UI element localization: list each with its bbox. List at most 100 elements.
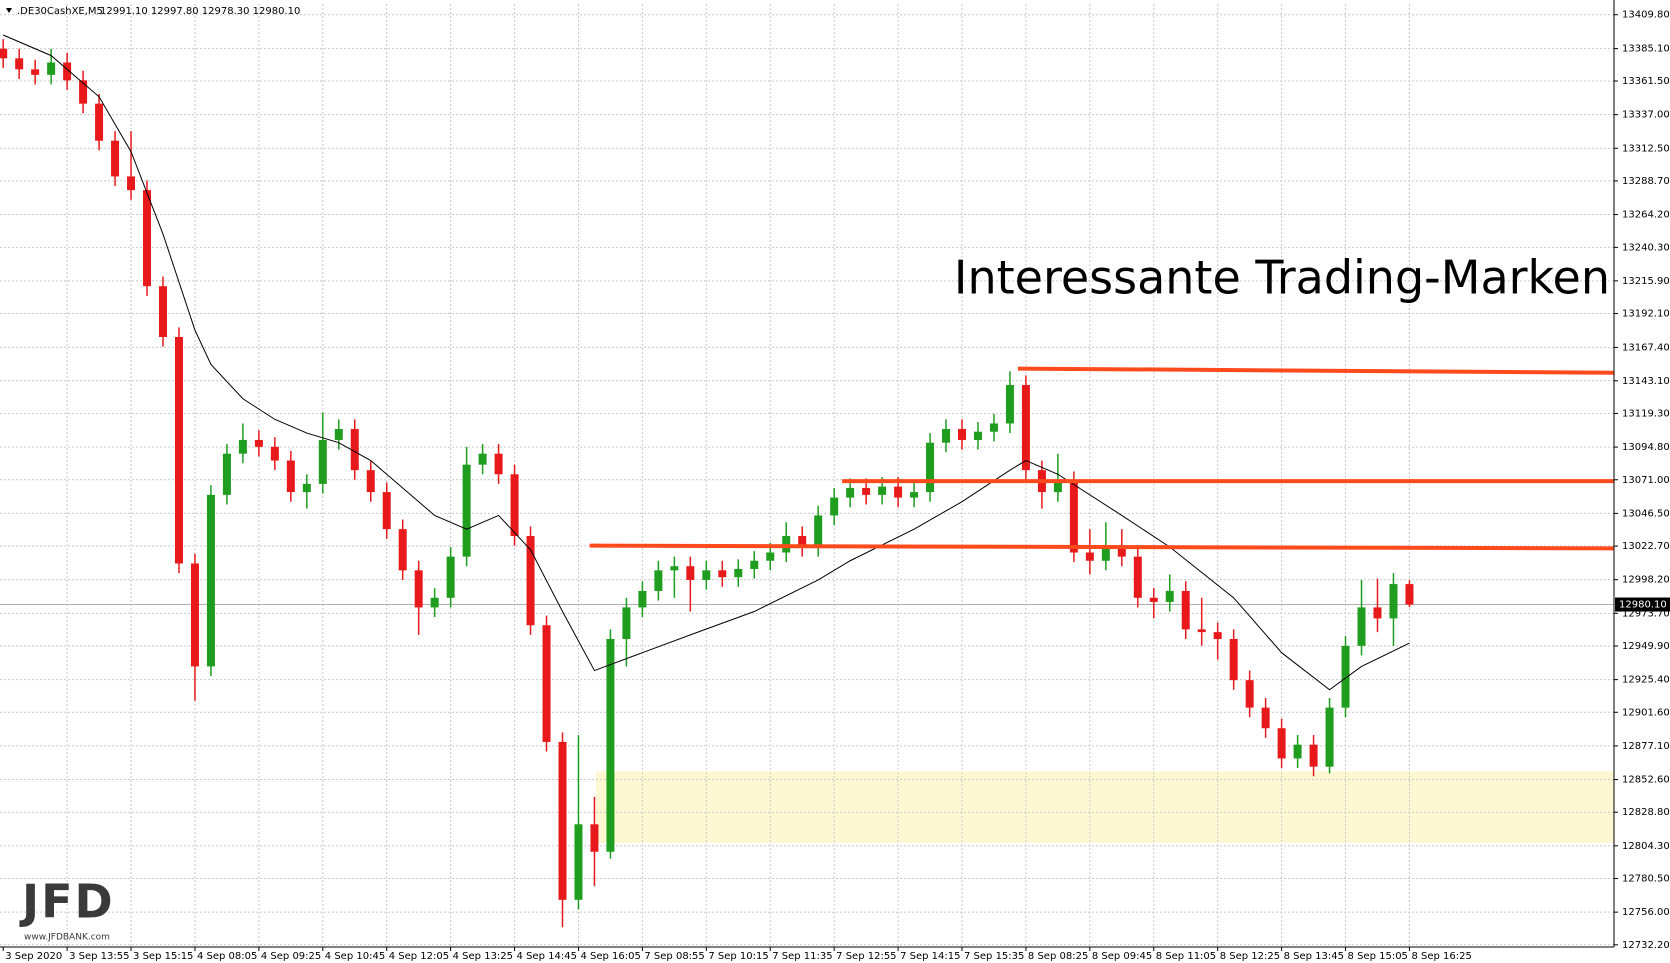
x-tick-label: 8 Sep 08:25 bbox=[1028, 951, 1088, 962]
y-tick-label: 13094.80 bbox=[1622, 442, 1670, 453]
candle-body bbox=[766, 552, 775, 561]
y-tick-label: 12973.70 bbox=[1622, 608, 1670, 619]
y-tick-label: 13071.00 bbox=[1622, 475, 1670, 486]
y-tick-label: 13385.10 bbox=[1622, 44, 1670, 55]
level-line bbox=[589, 543, 1615, 551]
x-tick-label: 7 Sep 11:35 bbox=[772, 951, 832, 962]
candle-body bbox=[127, 176, 136, 191]
x-tick-label: 4 Sep 14:45 bbox=[517, 951, 577, 962]
y-tick-label: 12877.10 bbox=[1622, 741, 1670, 752]
candle-body bbox=[270, 446, 279, 461]
y-tick-label: 13361.50 bbox=[1622, 76, 1670, 87]
candle-body bbox=[63, 62, 72, 81]
candle-body bbox=[910, 492, 919, 498]
y-tick-label: 12925.40 bbox=[1622, 675, 1670, 686]
candle-body bbox=[1309, 744, 1318, 767]
candle-body bbox=[111, 140, 120, 177]
candle-body bbox=[942, 428, 951, 443]
candle-body bbox=[1117, 547, 1126, 557]
candle-body bbox=[462, 464, 471, 557]
moving-average bbox=[2, 34, 1410, 691]
candle-body bbox=[1357, 607, 1366, 646]
candle-body bbox=[1293, 744, 1302, 759]
candle-body bbox=[1325, 707, 1334, 767]
candle-body bbox=[718, 570, 727, 578]
candle-body bbox=[1101, 547, 1110, 561]
candle-body bbox=[382, 492, 391, 530]
candle-body bbox=[222, 453, 231, 495]
candle-body bbox=[190, 563, 199, 667]
y-tick-label: 12949.90 bbox=[1622, 641, 1670, 652]
candle-body bbox=[846, 487, 855, 498]
y-tick-label: 13240.30 bbox=[1622, 242, 1670, 253]
x-tick-label: 8 Sep 13:45 bbox=[1284, 951, 1344, 962]
candle-body bbox=[958, 428, 967, 440]
x-tick-label: 4 Sep 13:25 bbox=[453, 951, 513, 962]
candle-body bbox=[798, 536, 807, 548]
candle-body bbox=[926, 442, 935, 493]
candle-body bbox=[558, 741, 567, 900]
y-tick-label: 13119.30 bbox=[1622, 408, 1670, 419]
x-tick-label: 7 Sep 08:55 bbox=[644, 951, 704, 962]
x-tick-label: 4 Sep 12:05 bbox=[389, 951, 449, 962]
x-tick-label: 4 Sep 09:25 bbox=[261, 951, 321, 962]
y-tick-label: 12828.80 bbox=[1622, 807, 1670, 818]
candle-body bbox=[622, 607, 631, 639]
candle-body bbox=[1005, 385, 1014, 424]
candle-body bbox=[1373, 607, 1382, 619]
candle-body bbox=[526, 536, 535, 626]
level-line bbox=[1017, 366, 1615, 375]
candle-body bbox=[494, 453, 503, 475]
candle-body bbox=[574, 824, 583, 900]
y-tick-label: 12852.60 bbox=[1622, 775, 1670, 786]
x-tick-label: 7 Sep 14:15 bbox=[900, 951, 960, 962]
logo: JFD bbox=[19, 875, 115, 929]
y-tick-label: 13192.10 bbox=[1622, 309, 1670, 320]
candle-body bbox=[366, 470, 375, 493]
x-tick-label: 7 Sep 12:55 bbox=[836, 951, 896, 962]
candle-body bbox=[1085, 552, 1094, 561]
y-tick-label: 13312.50 bbox=[1622, 143, 1670, 154]
candle-body bbox=[0, 48, 8, 59]
symbol-title: .DE30CashXE,M5 bbox=[17, 6, 103, 17]
x-tick-label: 3 Sep 13:55 bbox=[69, 951, 129, 962]
candle-body bbox=[654, 570, 663, 591]
current-price-box bbox=[1615, 597, 1670, 612]
logo-url: www.JFDBANK.com bbox=[24, 933, 110, 943]
candle-body bbox=[1405, 584, 1414, 605]
candle-body bbox=[286, 460, 295, 493]
candle-body bbox=[1197, 629, 1206, 633]
candle-body bbox=[989, 423, 998, 432]
candle-body bbox=[414, 570, 423, 608]
x-tick-label: 7 Sep 10:15 bbox=[708, 951, 768, 962]
y-tick-label: 13215.90 bbox=[1622, 276, 1670, 287]
candle-body bbox=[734, 568, 743, 578]
candle-body bbox=[1277, 728, 1286, 759]
y-tick-label: 13167.40 bbox=[1622, 342, 1670, 353]
x-tick-label: 4 Sep 10:45 bbox=[325, 951, 385, 962]
ohlc-header: 12991.10 12997.80 12978.30 12980.10 bbox=[100, 6, 300, 17]
candle-body bbox=[47, 62, 56, 75]
candle-body bbox=[174, 337, 183, 564]
x-tick-label: 8 Sep 16:25 bbox=[1411, 951, 1471, 962]
candle-body bbox=[1133, 556, 1142, 598]
candle-body bbox=[79, 80, 88, 104]
y-tick-label: 12998.20 bbox=[1622, 575, 1670, 586]
candle-body bbox=[862, 487, 871, 495]
x-tick-label: 8 Sep 15:05 bbox=[1348, 951, 1408, 962]
candle-body bbox=[1389, 584, 1398, 619]
candle-body bbox=[1149, 597, 1158, 602]
candle-body bbox=[606, 638, 615, 852]
candle-body bbox=[702, 570, 711, 580]
candle-body bbox=[143, 190, 152, 287]
y-tick-label: 13022.70 bbox=[1622, 541, 1670, 552]
candle-body bbox=[302, 483, 311, 493]
candle-body bbox=[478, 453, 487, 465]
menu-arrow[interactable] bbox=[6, 8, 12, 13]
x-tick-label: 8 Sep 09:45 bbox=[1092, 951, 1152, 962]
x-tick-label: 8 Sep 11:05 bbox=[1156, 951, 1216, 962]
candle-body bbox=[894, 486, 903, 498]
candle-body bbox=[334, 428, 343, 440]
candle-body bbox=[1245, 680, 1254, 708]
candle-body bbox=[638, 590, 647, 608]
